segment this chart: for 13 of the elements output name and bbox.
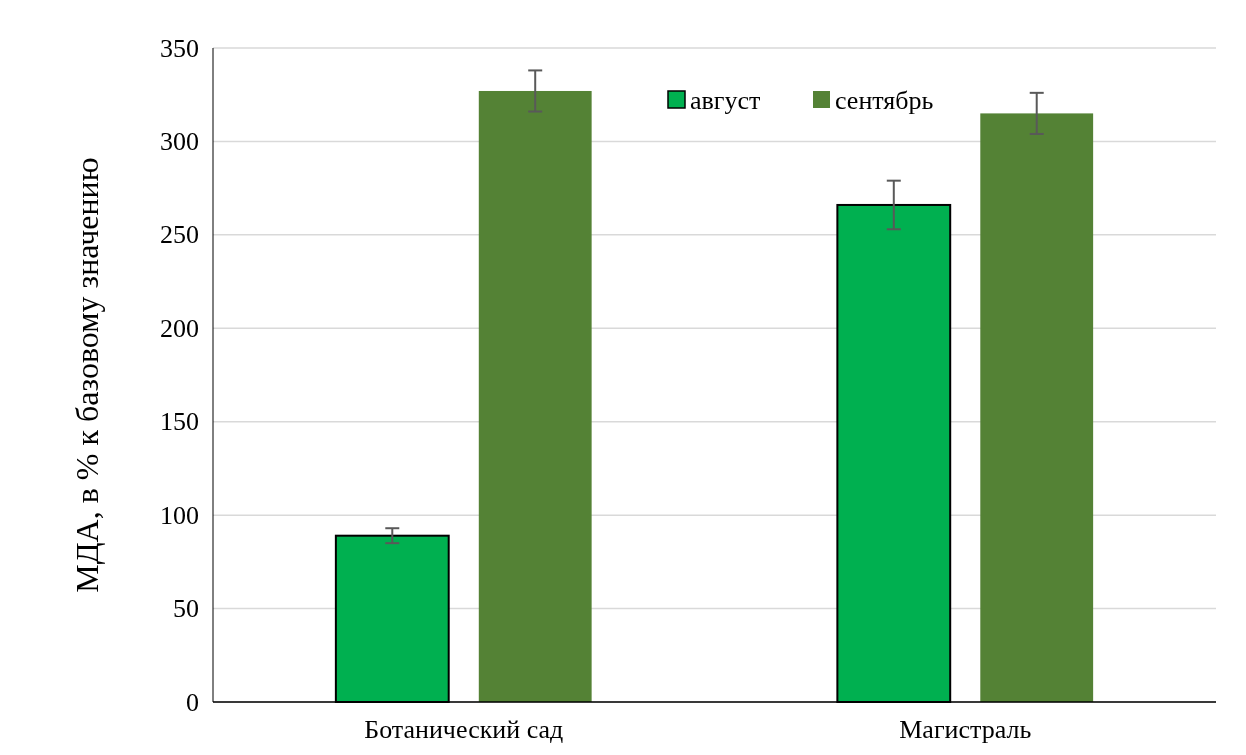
x-tick-label: Ботанический сад — [364, 715, 564, 744]
legend-label: август — [690, 85, 761, 115]
y-tick-label: 50 — [173, 594, 199, 624]
y-tick-label: 150 — [160, 407, 199, 437]
y-tick-label: 0 — [186, 687, 199, 717]
x-tick-label: Магистраль — [899, 715, 1032, 744]
y-tick-label: 250 — [160, 220, 199, 250]
y-tick-label: 100 — [160, 500, 199, 530]
legend-label: сентябрь — [835, 85, 934, 115]
y-tick-label: 350 — [160, 33, 199, 63]
y-tick-label: 300 — [160, 126, 199, 156]
y-axis-title: МДА, в % к базовому значению — [69, 157, 105, 593]
y-tick-label: 200 — [160, 313, 199, 343]
